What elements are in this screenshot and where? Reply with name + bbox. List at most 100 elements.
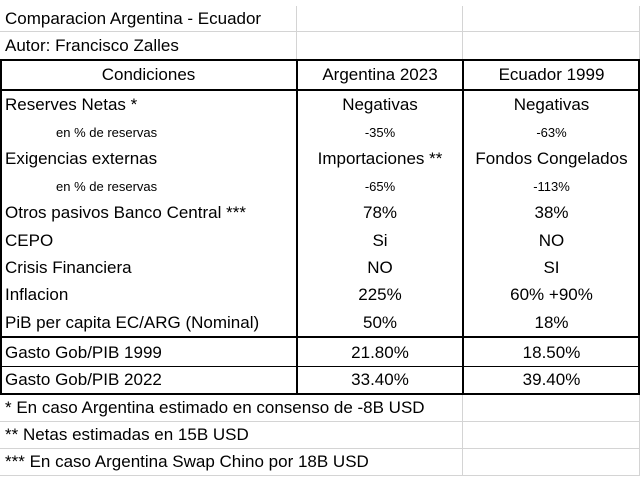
title-cell[interactable]: Comparacion Argentina - Ecuador [0,6,297,32]
table-row: Inflacion 225% 60% +90% [0,281,640,309]
sheet-title: Comparacion Argentina - Ecuador [5,8,262,28]
note-row: *** En caso Argentina Swap Chino por 18B… [0,449,640,476]
header-label: Condiciones [101,64,196,84]
footnote-3: *** En caso Argentina Swap Chino por 18B… [5,452,369,471]
ecuador-value: 18% [534,312,569,332]
argentina-cell[interactable]: 50% [297,309,463,336]
ecuador-value: 60% +90% [510,285,593,304]
argentina-cell[interactable]: 33.40% [297,366,463,393]
title-row: Comparacion Argentina - Ecuador [0,6,640,32]
row-label-cell[interactable]: en % de reservas [0,119,297,145]
empty-cell[interactable] [463,395,640,422]
ecuador-cell[interactable]: 60% +90% [463,281,640,309]
table-row: Otros pasivos Banco Central *** 78% 38% [0,199,640,227]
author-cell[interactable]: Autor: Francisco Zalles [0,32,297,60]
table-row: en % de reservas -65% -113% [0,173,640,199]
argentina-value: 78% [362,203,398,222]
table-row: Gasto Gob/PIB 2022 33.40% 39.40% [0,366,640,393]
row-label: Inflacion [5,285,69,304]
sheet-author: Autor: Francisco Zalles [5,35,179,55]
row-label: PiB per capita EC/ARG (Nominal) [5,312,260,332]
argentina-cell[interactable]: -65% [297,173,463,199]
argentina-cell[interactable]: 78% [297,199,463,227]
table-row: Exigencias externas Importaciones ** Fon… [0,145,640,173]
ecuador-cell[interactable]: -113% [463,173,640,199]
ecuador-cell[interactable]: Negativas [463,91,640,119]
ecuador-cell[interactable]: -63% [463,119,640,145]
row-label: en % de reservas [56,178,158,194]
row-label-cell[interactable]: PiB per capita EC/ARG (Nominal) [0,309,297,336]
note-row: ** Netas estimadas en 15B USD [0,422,640,449]
argentina-cell[interactable]: NO [297,254,463,281]
header-argentina[interactable]: Argentina 2023 [297,60,463,89]
author-row: Autor: Francisco Zalles [0,32,640,60]
ecuador-cell[interactable]: 18% [463,309,640,336]
argentina-value: Negativas [342,95,418,114]
ecuador-value: -63% [536,124,567,140]
ecuador-value: 38% [534,203,569,222]
row-label: CEPO [5,230,54,250]
ecuador-value: 18.50% [522,342,581,362]
empty-cell[interactable] [463,6,640,32]
argentina-value: Si [372,230,388,250]
table-row: Reserves Netas * Negativas Negativas [0,91,640,119]
ecuador-value: Negativas [513,95,590,114]
note-cell[interactable]: *** En caso Argentina Swap Chino por 18B… [0,449,463,476]
argentina-cell[interactable]: 21.80% [297,339,463,366]
ecuador-cell[interactable]: Fondos Congelados [463,145,640,173]
ecuador-cell[interactable]: 39.40% [463,366,640,393]
ecuador-cell[interactable]: 38% [463,199,640,227]
row-label-cell[interactable]: CEPO [0,227,297,254]
row-label-cell[interactable]: Gasto Gob/PIB 2022 [0,366,297,393]
argentina-value: 225% [358,285,402,304]
table-row: Crisis Financiera NO SI [0,254,640,281]
empty-cell[interactable] [463,449,640,476]
argentina-cell[interactable]: Negativas [297,91,463,119]
footnote-2: ** Netas estimadas en 15B USD [5,425,249,444]
ecuador-cell[interactable]: NO [463,227,640,254]
empty-cell[interactable] [297,32,463,60]
empty-cell[interactable] [463,422,640,449]
note-row: * En caso Argentina estimado en consenso… [0,395,640,422]
row-label-cell[interactable]: Exigencias externas [0,145,297,173]
row-label: Gasto Gob/PIB 1999 [5,342,162,362]
ecuador-value: Fondos Congelados [475,149,628,168]
header-ecuador[interactable]: Ecuador 1999 [463,60,640,89]
argentina-value: -65% [364,178,396,194]
argentina-cell[interactable]: 225% [297,281,463,309]
row-label-cell[interactable]: en % de reservas [0,173,297,199]
column-header-row: Condiciones Argentina 2023 Ecuador 1999 [0,60,640,89]
argentina-cell[interactable]: -35% [297,119,463,145]
argentina-value: 50% [362,312,398,332]
argentina-value: 21.80% [351,342,409,362]
row-label: Gasto Gob/PIB 2022 [5,369,162,389]
argentina-value: 33.40% [351,369,409,389]
argentina-value: Importaciones ** [317,149,443,168]
row-label-cell[interactable]: Otros pasivos Banco Central *** [0,199,297,227]
row-label-cell[interactable]: Crisis Financiera [0,254,297,281]
note-cell[interactable]: ** Netas estimadas en 15B USD [0,422,463,449]
table-row: PiB per capita EC/ARG (Nominal) 50% 18% [0,309,640,336]
row-label-cell[interactable]: Inflacion [0,281,297,309]
row-label: Reserves Netas * [5,95,138,114]
header-condiciones[interactable]: Condiciones [0,60,297,89]
ecuador-value: SI [543,257,560,277]
argentina-cell[interactable]: Si [297,227,463,254]
empty-cell[interactable] [297,6,463,32]
argentina-cell[interactable]: Importaciones ** [297,145,463,173]
ecuador-cell[interactable]: 18.50% [463,339,640,366]
row-label-cell[interactable]: Reserves Netas * [0,91,297,119]
row-label: en % de reservas [56,124,158,140]
ecuador-value: -113% [533,178,570,194]
footnote-1: * En caso Argentina estimado en consenso… [5,398,425,417]
row-label: Exigencias externas [5,149,158,168]
row-label-cell[interactable]: Gasto Gob/PIB 1999 [0,339,297,366]
header-label: Argentina 2023 [322,64,438,84]
table-row: CEPO Si NO [0,227,640,254]
ecuador-cell[interactable]: SI [463,254,640,281]
row-label: Crisis Financiera [5,257,132,277]
empty-cell[interactable] [463,32,640,60]
note-cell[interactable]: * En caso Argentina estimado en consenso… [0,395,463,422]
table-row: Gasto Gob/PIB 1999 21.80% 18.50% [0,339,640,366]
